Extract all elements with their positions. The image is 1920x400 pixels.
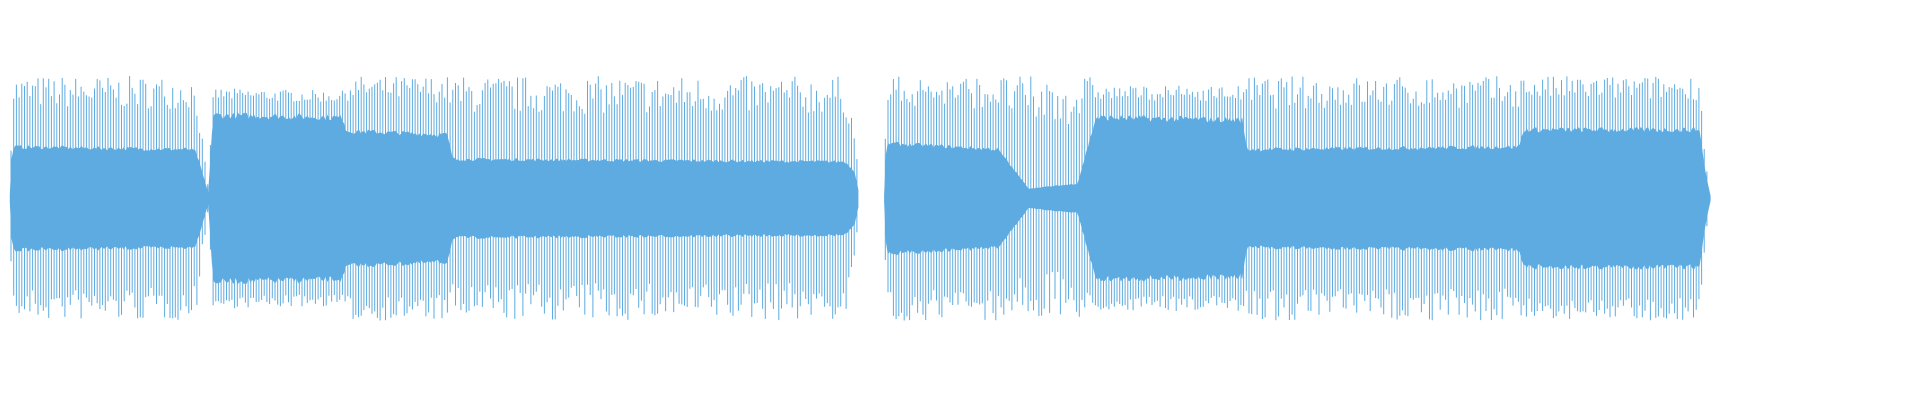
waveform-body [9, 112, 1711, 285]
waveform-core [9, 112, 859, 285]
waveform-core [884, 115, 1711, 282]
